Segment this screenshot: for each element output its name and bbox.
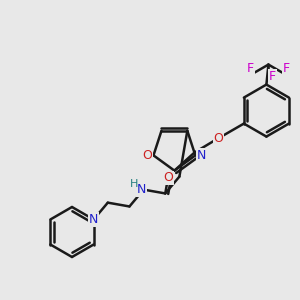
Text: F: F [247,62,254,75]
Text: N: N [196,149,206,162]
Text: F: F [269,70,276,83]
Text: F: F [283,62,290,75]
Text: H: H [129,178,138,189]
Text: N: N [137,183,146,196]
Text: O: O [163,171,173,184]
Text: O: O [214,132,223,145]
Text: O: O [142,149,152,162]
Text: N: N [89,213,98,226]
